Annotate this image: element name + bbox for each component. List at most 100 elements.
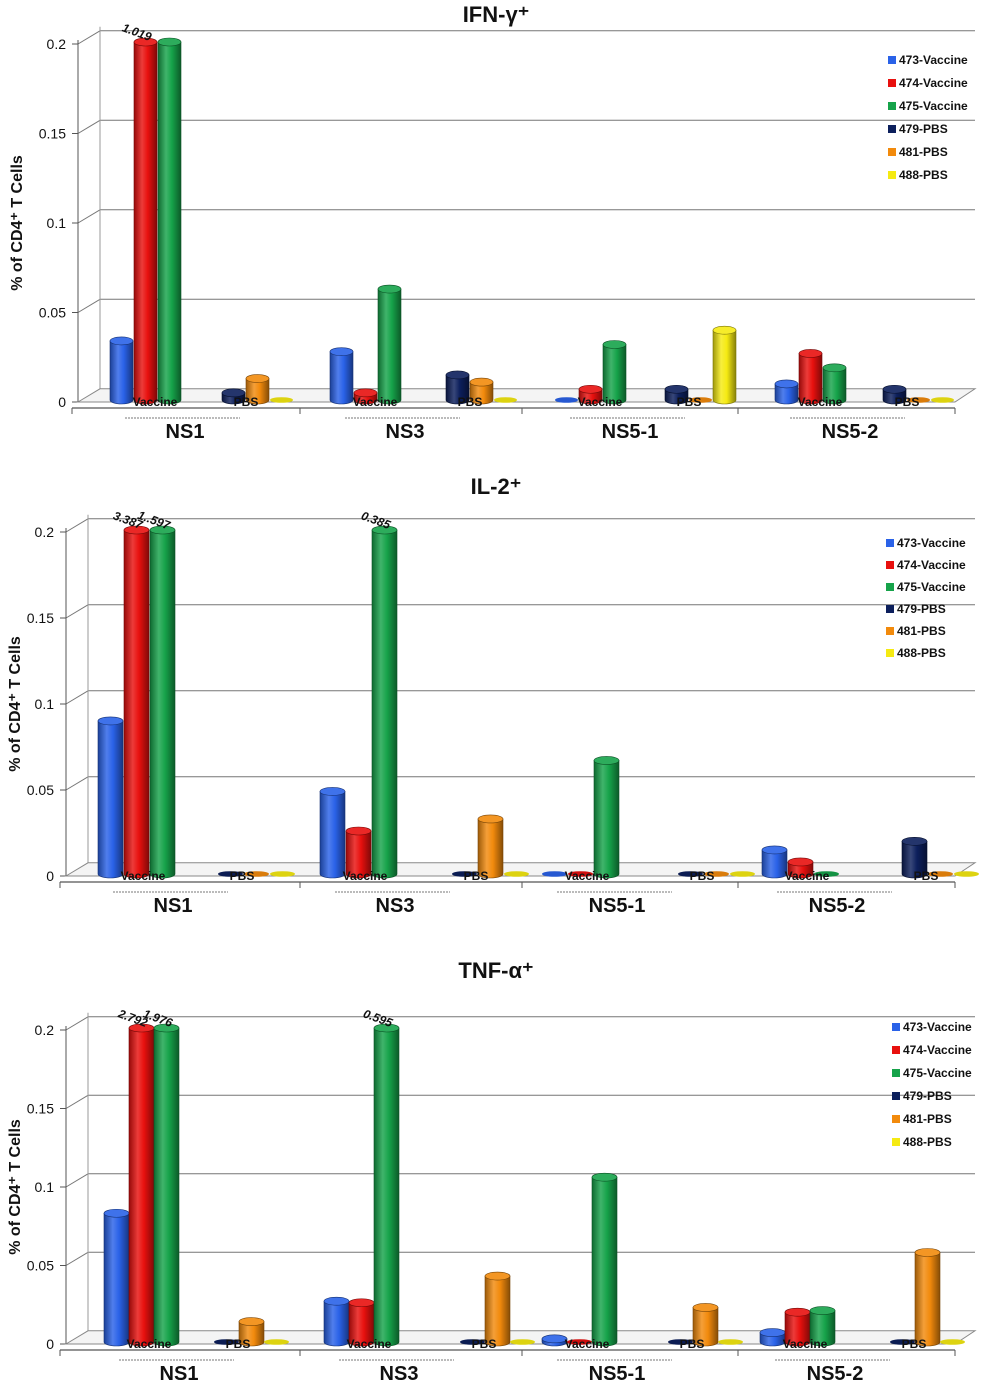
bar-cap bbox=[555, 397, 578, 403]
bar-body bbox=[238, 1321, 265, 1347]
bar-cap bbox=[245, 374, 270, 383]
bar-body bbox=[377, 288, 402, 405]
gridline-depth bbox=[65, 1251, 89, 1266]
legend-swatch-473-vaccine bbox=[888, 56, 896, 64]
legend-label-488-pbs: 488-PBS bbox=[903, 1135, 952, 1149]
bar-body bbox=[345, 830, 372, 879]
bar-ns5-2-488-pbs bbox=[931, 397, 954, 403]
legend-label-474-vaccine: 474-Vaccine bbox=[903, 1043, 972, 1057]
y-tick-label: 0 bbox=[46, 1336, 54, 1352]
y-tick-label: 0.2 bbox=[47, 36, 67, 52]
bar-cap bbox=[345, 826, 372, 836]
x-sublabel-pbs: PBS bbox=[902, 1337, 927, 1351]
bar-ns1-488-pbs bbox=[264, 1339, 289, 1345]
bar-ns5-2-488-pbs bbox=[954, 871, 979, 877]
gridline-depth bbox=[65, 776, 89, 791]
bar-ns5-1-475-vaccine bbox=[591, 1172, 618, 1347]
legend-swatch-474-vaccine bbox=[886, 561, 894, 569]
legend-swatch-474-vaccine bbox=[888, 79, 896, 87]
bar-ns5-2-481-pbs bbox=[928, 871, 953, 877]
y-axis-label: % of CD4⁺ T Cells bbox=[9, 155, 26, 291]
bar-ns5-1-481-pbs bbox=[689, 397, 712, 403]
bar-ns5-1-474-vaccine bbox=[568, 871, 593, 877]
y-tick-label: 0 bbox=[46, 868, 54, 884]
chart-title: IFN-γ⁺ bbox=[463, 2, 530, 27]
x-category-label: NS5-2 bbox=[822, 421, 879, 440]
gridline-depth bbox=[65, 690, 89, 705]
x-sublabel-pbs: PBS bbox=[226, 1337, 251, 1351]
bar-cap bbox=[928, 871, 953, 877]
bar-ns1-481-pbs bbox=[245, 374, 270, 405]
x-category-label: NS5-1 bbox=[602, 421, 659, 440]
bar-ns1-479-pbs bbox=[214, 1339, 239, 1345]
gridline-depth bbox=[65, 518, 89, 533]
bar-ns5-2-473-vaccine bbox=[774, 379, 799, 405]
gridline-depth bbox=[65, 1016, 89, 1031]
bar-ns5-2-475-vaccine bbox=[822, 363, 847, 405]
legend-label-479-pbs: 479-PBS bbox=[897, 602, 946, 616]
bar-cap bbox=[133, 37, 158, 47]
bar-body bbox=[153, 1027, 180, 1347]
bar-cap bbox=[218, 871, 243, 877]
bar-cap bbox=[784, 1307, 811, 1317]
bar-cap bbox=[329, 347, 354, 356]
bar-ns5-1-479-pbs bbox=[664, 384, 689, 405]
y-axis-label: % of CD4⁺ T Cells bbox=[7, 636, 24, 772]
bar-body bbox=[245, 378, 270, 405]
bar-ns5-2-474-vaccine bbox=[787, 857, 814, 879]
bar-ns5-1-479-pbs bbox=[678, 871, 703, 877]
bar-ns3-479-pbs bbox=[445, 370, 470, 405]
bar-body bbox=[149, 529, 176, 879]
bar-ns3-473-vaccine bbox=[329, 347, 354, 405]
x-sublabel-pbs: PBS bbox=[914, 869, 939, 883]
gridline-depth bbox=[77, 119, 101, 134]
bar-cap bbox=[153, 1023, 180, 1033]
bar-ns3-488-pbs bbox=[494, 397, 517, 403]
bar-body bbox=[774, 383, 799, 405]
bar-ns1-475-vaccine bbox=[149, 525, 176, 879]
bar-ns3-488-pbs bbox=[504, 871, 529, 877]
bar-ns5-1-488-pbs bbox=[712, 325, 737, 405]
bar-cap bbox=[602, 340, 627, 349]
bar-body bbox=[809, 1310, 836, 1347]
bar-cap bbox=[907, 397, 930, 403]
bar-body bbox=[329, 351, 354, 405]
bar-cap bbox=[264, 1339, 289, 1345]
legend-label-474-vaccine: 474-Vaccine bbox=[899, 76, 968, 90]
bar-cap bbox=[798, 349, 823, 358]
gridline-depth bbox=[65, 604, 89, 619]
floor bbox=[64, 1330, 977, 1345]
gridline-depth bbox=[77, 209, 101, 224]
bar-ns5-1-479-pbs bbox=[668, 1339, 693, 1345]
bar-body bbox=[371, 529, 398, 879]
bar-ns1-474-vaccine bbox=[128, 1023, 155, 1347]
bar-cap bbox=[704, 871, 729, 877]
bar-ns3-479-pbs bbox=[452, 871, 477, 877]
bar-ns5-1-475-vaccine bbox=[602, 340, 627, 405]
y-tick-label: 0 bbox=[58, 394, 66, 410]
y-tick-label: 0.1 bbox=[35, 1179, 55, 1195]
legend-label-473-vaccine: 473-Vaccine bbox=[897, 536, 966, 550]
legend-swatch-475-vaccine bbox=[888, 102, 896, 110]
bar-ns3-481-pbs bbox=[477, 814, 504, 879]
y-tick-label: 0.2 bbox=[35, 1022, 55, 1038]
bar-cap bbox=[591, 1172, 618, 1182]
y-tick-label: 0.15 bbox=[27, 1101, 54, 1117]
x-sublabel-pbs: PBS bbox=[895, 395, 920, 409]
bar-ns3-475-vaccine bbox=[377, 284, 402, 405]
bar-ns5-1-481-pbs bbox=[704, 871, 729, 877]
chart-title: IL-2⁺ bbox=[471, 474, 522, 499]
bar-cap bbox=[787, 857, 814, 867]
bar-body bbox=[123, 529, 150, 879]
il2-chart: IL-2⁺ % of CD4⁺ T Cells 0 0.05 0.1 0.15 0.2 Vac… bbox=[7, 474, 979, 917]
bar-ns1-473-vaccine bbox=[103, 1208, 130, 1347]
bar-ns5-1-473-vaccine bbox=[541, 1334, 568, 1347]
legend-swatch-473-vaccine bbox=[892, 1023, 900, 1031]
bar-cap bbox=[578, 384, 603, 394]
x-sublabel-pbs: PBS bbox=[680, 1337, 705, 1351]
x-sublabel-vaccine: Vaccine bbox=[353, 395, 398, 409]
bar-body bbox=[109, 340, 134, 405]
legend-label-479-pbs: 479-PBS bbox=[903, 1089, 952, 1103]
bar-cap bbox=[678, 871, 703, 877]
bar-body bbox=[914, 1252, 941, 1347]
